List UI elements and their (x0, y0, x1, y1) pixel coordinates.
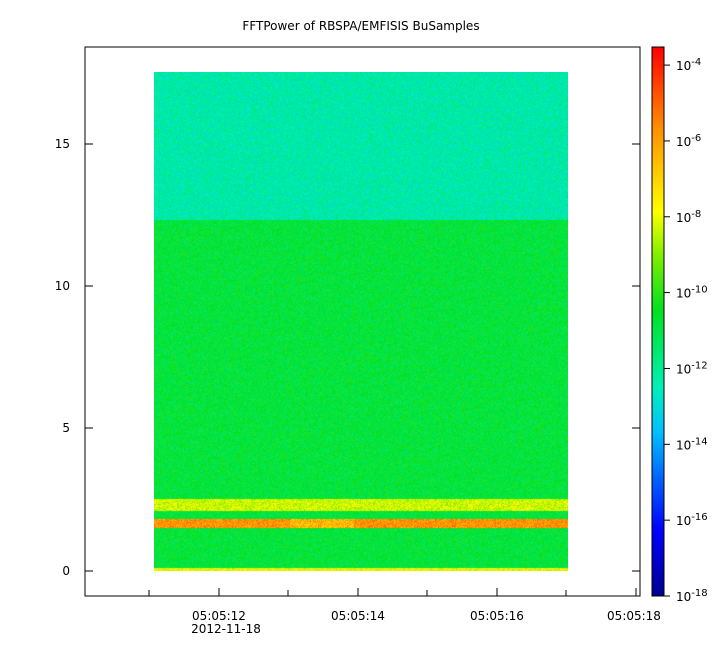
colorbar-tick-label: 10-14 (676, 436, 708, 452)
y-tick-label: 5 (62, 421, 70, 435)
y-tick-label: 10 (55, 279, 70, 293)
colorbar (651, 46, 665, 597)
colorbar-tick-label: 10-6 (676, 133, 701, 149)
chart-title: FFTPower of RBSPA/EMFISIS BuSamples (242, 19, 479, 33)
y-tick-label: 0 (62, 564, 70, 578)
colorbar-tick-label: 10-12 (676, 360, 708, 376)
colorbar-tick-label: 10-8 (676, 209, 701, 225)
colorbar-ticks: 10-4 10-6 10-8 10-10 10-12 10-14 10-16 10-18 (664, 57, 708, 604)
x-axis: 05:05:12 05:05:14 05:05:16 05:05:18 2012… (148, 588, 661, 636)
x-tick-label: 05:05:14 (331, 609, 385, 623)
x-date-label: 2012-11-18 (191, 622, 261, 636)
spectrogram-image (154, 72, 568, 571)
colorbar-tick-label: 10-18 (676, 588, 708, 604)
y-axis: 0 5 10 15 (55, 137, 640, 578)
x-tick-label: 05:05:16 (470, 609, 524, 623)
colorbar-tick-label: 10-4 (676, 57, 701, 73)
colorbar-tick-label: 10-10 (676, 285, 708, 301)
y-tick-label: 15 (55, 137, 70, 151)
x-tick-label: 05:05:12 (192, 609, 246, 623)
colorbar-tick-label: 10-16 (676, 512, 708, 528)
x-tick-label: 05:05:18 (607, 609, 661, 623)
